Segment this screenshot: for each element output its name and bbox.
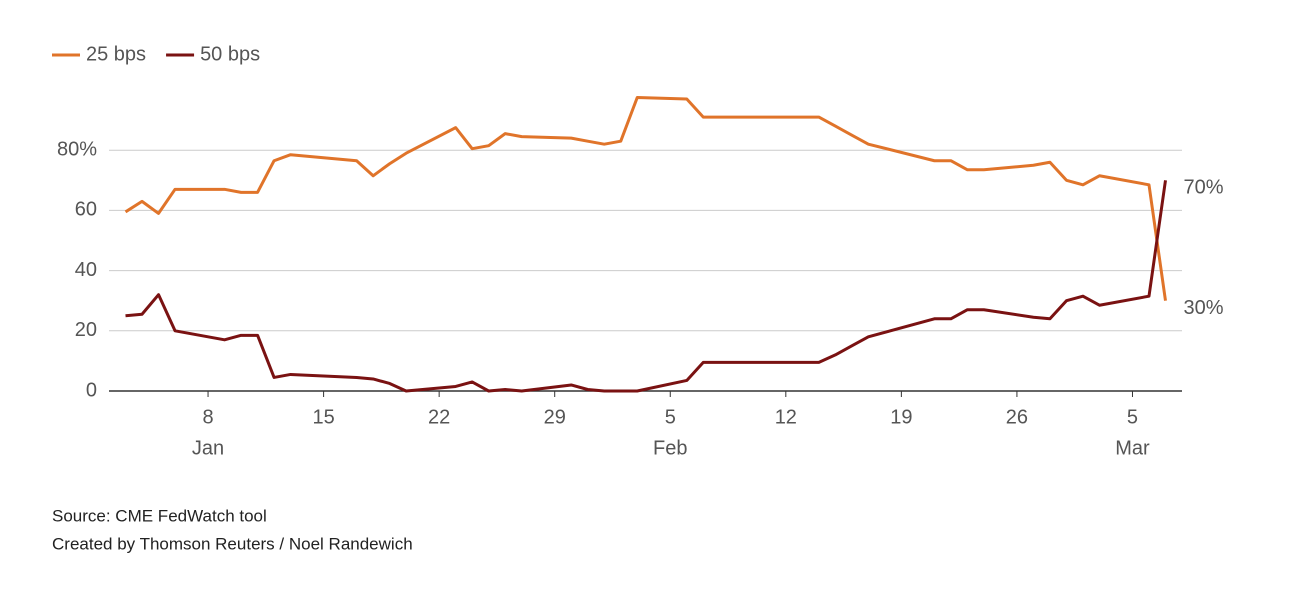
y-tick-label: 80% <box>57 138 97 160</box>
x-month-label: Jan <box>192 437 224 459</box>
series-line <box>125 180 1167 393</box>
x-month-label: Mar <box>1115 437 1150 459</box>
x-tick-label: 15 <box>312 406 334 428</box>
credit: Created by Thomson Reuters / Noel Randew… <box>52 534 413 553</box>
legend-label: 25 bps <box>86 43 146 65</box>
legend-label: 50 bps <box>200 43 260 65</box>
end-label: 70% <box>1183 177 1223 199</box>
x-tick-label: 5 <box>1127 406 1138 428</box>
y-tick-label: 60 <box>75 199 97 221</box>
series-line <box>124 96 1167 301</box>
x-tick-label: 12 <box>775 406 797 428</box>
x-tick-label: 8 <box>202 406 213 428</box>
y-tick-label: 20 <box>75 319 97 341</box>
x-month-label: Feb <box>653 437 687 459</box>
x-tick-label: 5 <box>665 406 676 428</box>
y-tick-label: 0 <box>86 379 97 401</box>
y-tick-label: 40 <box>75 259 97 281</box>
source: Source: CME FedWatch tool <box>52 506 267 525</box>
x-tick-label: 29 <box>544 406 566 428</box>
x-tick-label: 19 <box>890 406 912 428</box>
x-tick-label: 22 <box>428 406 450 428</box>
x-tick-label: 26 <box>1006 406 1028 428</box>
end-label: 30% <box>1183 297 1223 319</box>
